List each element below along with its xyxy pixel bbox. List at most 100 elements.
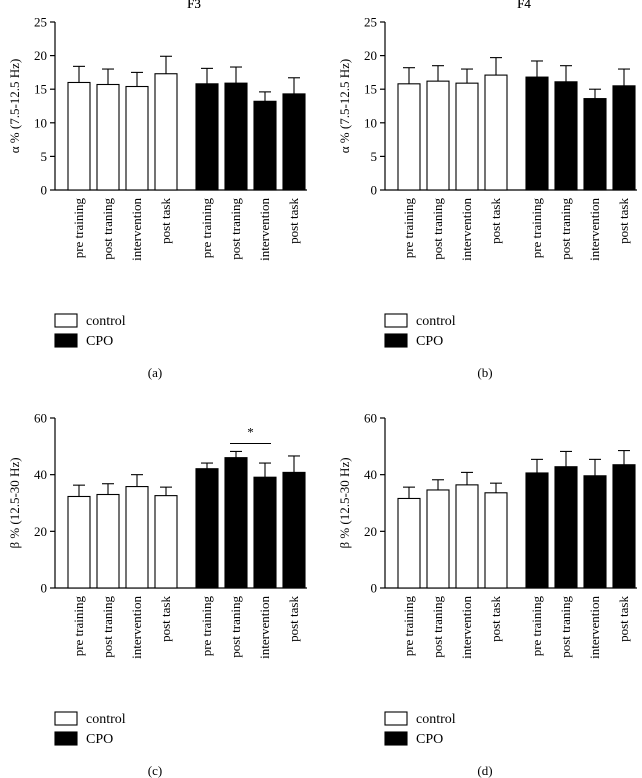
legend-label-cpo: CPO <box>86 732 113 747</box>
legend-swatch-control <box>384 313 408 328</box>
y-tick-label: 0 <box>371 581 378 596</box>
x-tick-label: intervention <box>587 596 602 659</box>
bar-control-3 <box>455 82 479 191</box>
x-tick-label: post traning <box>558 198 573 260</box>
y-tick-label: 20 <box>34 48 47 63</box>
chart-title: F4 <box>517 0 531 11</box>
y-tick-label: 25 <box>364 15 377 30</box>
y-tick-label: 5 <box>41 149 48 164</box>
x-tick-label: intervention <box>129 596 144 659</box>
x-tick-label: intervention <box>257 596 272 659</box>
legend-swatch-cpo <box>384 731 408 746</box>
x-tick-label: intervention <box>459 596 474 659</box>
bar-cpo-3 <box>583 475 607 589</box>
y-tick-label: 10 <box>364 115 377 130</box>
y-tick-label: 0 <box>371 183 378 198</box>
legend-swatch-control <box>384 711 408 726</box>
chart-panel-4: F4 0 20 40 60 β % (12.5-30 Hz) pre training pos… <box>337 0 637 778</box>
legend-label-control: control <box>86 314 126 329</box>
x-tick-label: post task <box>158 198 173 244</box>
bar-cpo-1 <box>525 472 549 589</box>
y-tick-label: 15 <box>364 82 377 97</box>
x-tick-label: post traning <box>100 198 115 260</box>
legend-label-control: control <box>416 712 456 727</box>
legend-swatch-control <box>54 711 78 726</box>
x-tick-label: post task <box>616 596 631 642</box>
chart-title: F4 <box>517 0 531 11</box>
bar-control-1 <box>67 81 91 191</box>
x-tick-label: pre training <box>401 198 416 259</box>
y-tick-label: 15 <box>34 82 47 97</box>
chart-panel-2: F4 0 5 10 15 20 25 α % (7.5-12.5 Hz) pre trainin… <box>337 0 637 380</box>
legend-swatch-cpo <box>384 333 408 348</box>
bar-cpo-3 <box>253 476 277 589</box>
legend-label-cpo: CPO <box>86 334 113 349</box>
x-tick-label: intervention <box>129 198 144 261</box>
y-tick-label: 20 <box>34 524 47 539</box>
x-tick-label: post task <box>158 596 173 642</box>
bar-cpo-1 <box>195 468 219 589</box>
bar-cpo-2 <box>224 82 248 191</box>
bar-cpo-4 <box>612 85 636 191</box>
y-tick-label: 60 <box>34 411 47 426</box>
bar-cpo-2 <box>554 466 578 589</box>
bar-control-1 <box>397 497 421 589</box>
x-tick-label: post task <box>488 596 503 642</box>
chart-title: F3 <box>187 0 201 11</box>
chart-title: F3 <box>187 0 201 11</box>
panel-label: (a) <box>148 365 162 380</box>
x-tick-label: post traning <box>430 198 445 260</box>
bar-control-1 <box>397 83 421 191</box>
significance-marker: * <box>247 425 254 440</box>
x-tick-label: post task <box>286 198 301 244</box>
bar-control-2 <box>426 489 450 589</box>
bar-control-3 <box>125 85 149 191</box>
x-tick-label: pre training <box>199 596 214 657</box>
y-tick-label: 0 <box>41 581 48 596</box>
x-tick-label: pre training <box>529 596 544 657</box>
x-tick-label: post task <box>488 198 503 244</box>
x-tick-label: post task <box>616 198 631 244</box>
chart-panel-1: F3 0 5 10 15 20 25 α % (7.5-12.5 Hz) pre trainin… <box>7 0 307 380</box>
bar-cpo-1 <box>525 76 549 191</box>
bar-control-3 <box>455 484 479 589</box>
y-tick-label: 0 <box>41 183 48 198</box>
bar-control-4 <box>484 492 508 589</box>
x-tick-label: pre training <box>401 596 416 657</box>
y-axis-label: α % (7.5-12.5 Hz) <box>337 59 352 154</box>
bar-control-2 <box>96 493 120 589</box>
bar-cpo-1 <box>195 83 219 191</box>
panel-label: (d) <box>477 763 492 778</box>
bar-cpo-4 <box>612 464 636 589</box>
x-tick-label: intervention <box>459 198 474 261</box>
y-axis-label: β % (12.5-30 Hz) <box>337 457 352 548</box>
bar-cpo-2 <box>224 457 248 589</box>
panel-label: (c) <box>148 763 162 778</box>
x-tick-label: post traning <box>228 198 243 260</box>
y-tick-label: 40 <box>34 467 47 482</box>
x-tick-label: post traning <box>558 596 573 658</box>
bar-control-2 <box>96 83 120 191</box>
legend-label-control: control <box>416 314 456 329</box>
x-tick-label: intervention <box>257 198 272 261</box>
x-tick-label: post traning <box>100 596 115 658</box>
bar-control-4 <box>484 74 508 191</box>
bar-cpo-4 <box>282 93 306 191</box>
bar-control-2 <box>426 80 450 191</box>
y-tick-label: 40 <box>364 467 377 482</box>
bar-control-4 <box>154 495 178 589</box>
bar-cpo-3 <box>583 98 607 191</box>
bar-control-4 <box>154 73 178 191</box>
y-tick-label: 20 <box>364 48 377 63</box>
x-tick-label: pre training <box>199 198 214 259</box>
legend-label-cpo: CPO <box>416 732 443 747</box>
x-tick-label: post task <box>286 596 301 642</box>
legend-swatch-control <box>54 313 78 328</box>
bar-cpo-2 <box>554 81 578 191</box>
x-tick-label: pre training <box>71 198 86 259</box>
y-tick-label: 10 <box>34 115 47 130</box>
x-tick-label: intervention <box>587 198 602 261</box>
panel-label: (b) <box>477 365 492 380</box>
chart-panel-3: F3 0 20 40 60 β % (12.5-30 Hz) pre training pos… <box>7 0 307 778</box>
